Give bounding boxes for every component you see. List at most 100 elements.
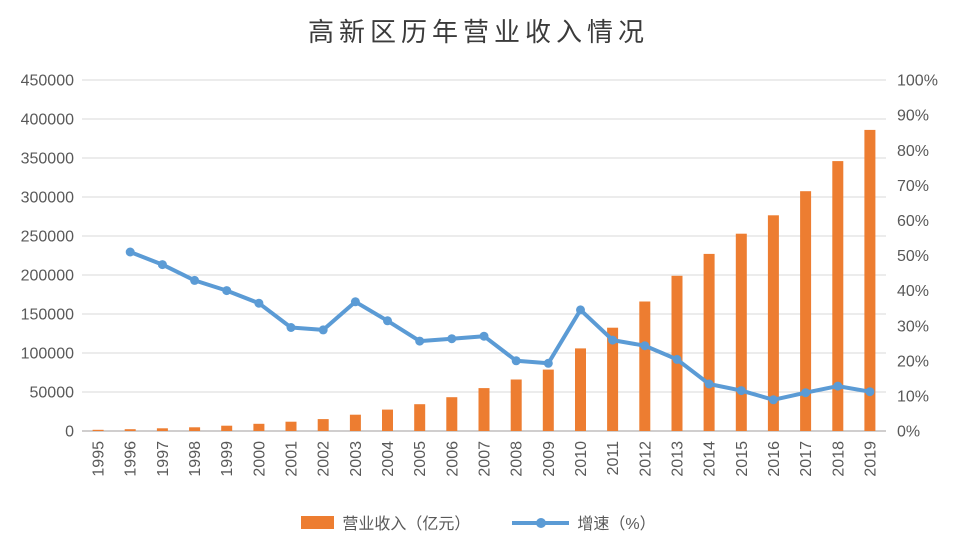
x-axis-tick: 1999 — [219, 441, 236, 477]
legend-label-growth: 增速（%） — [577, 516, 656, 533]
x-axis-tick: 2016 — [766, 441, 783, 477]
x-axis-tick: 2019 — [862, 441, 879, 477]
legend: 营业收入（亿元） 增速（%） — [0, 510, 957, 534]
bar — [317, 419, 329, 431]
growth-point — [704, 379, 714, 389]
bar — [253, 423, 265, 431]
growth-point — [222, 286, 232, 296]
right-axis-tick: 90% — [897, 108, 929, 125]
x-axis-tick: 2008 — [509, 441, 526, 477]
bar — [575, 348, 586, 431]
right-axis-tick: 60% — [897, 213, 929, 230]
left-axis-tick: 450000 — [21, 73, 74, 90]
x-axis-tick: 2002 — [316, 441, 333, 477]
x-axis-tick: 2004 — [380, 441, 397, 477]
right-axis-tick: 30% — [897, 318, 929, 335]
bar — [156, 428, 168, 431]
x-axis-tick: 1996 — [123, 441, 140, 477]
bar — [800, 191, 812, 431]
bar — [671, 275, 683, 431]
x-axis-tick: 2012 — [637, 441, 654, 477]
left-axis-tick: 300000 — [21, 190, 74, 207]
growth-point — [447, 334, 457, 344]
growth-point — [383, 316, 392, 326]
left-axis-tick: 100000 — [21, 346, 74, 363]
bar — [382, 409, 393, 431]
growth-point — [672, 354, 682, 364]
bar — [607, 327, 619, 431]
x-axis-tick: 2013 — [670, 441, 687, 477]
growth-point — [833, 381, 843, 391]
bar — [124, 429, 136, 431]
x-axis-tick: 1998 — [187, 441, 204, 477]
growth-point — [286, 323, 296, 332]
growth-point — [254, 298, 264, 308]
right-axis-tick: 80% — [897, 143, 929, 160]
bar — [864, 129, 876, 431]
growth-point — [736, 386, 746, 396]
growth-line — [128, 250, 872, 402]
x-axis-tick: 2006 — [444, 441, 461, 477]
left-axis-tick: 250000 — [21, 229, 74, 246]
x-axis-tick: 2000 — [251, 441, 268, 477]
x-axis-tick: 2003 — [348, 441, 365, 477]
x-axis-tick: 2014 — [702, 441, 719, 477]
right-axis-tick: 10% — [897, 389, 929, 406]
growth-point — [608, 335, 618, 345]
plot-area: 0 50000 100000 150000 200000 250000 300000 3500… — [21, 73, 938, 477]
bar — [414, 404, 426, 431]
bar — [446, 397, 458, 431]
x-axis-tick: 2017 — [798, 441, 815, 477]
growth-point — [415, 336, 425, 346]
bar-series-swatch — [301, 515, 335, 529]
right-axis-tick: 0% — [897, 424, 920, 441]
legend-label-revenue: 营业收入（亿元） — [342, 516, 471, 533]
left-axis-tick: 0 — [65, 424, 74, 441]
x-axis-tick: 2018 — [830, 441, 847, 477]
bar — [510, 379, 522, 431]
bar — [221, 425, 233, 431]
x-axis-tick: 2001 — [284, 441, 301, 477]
left-axis-tick: 350000 — [21, 151, 74, 168]
legend-item-revenue: 营业收入（亿元） — [301, 510, 470, 534]
x-axis-tick: 2010 — [573, 441, 590, 477]
right-axis-tick: 50% — [897, 248, 929, 265]
left-axis-tick: 150000 — [21, 307, 74, 324]
chart-title: 高新区历年营业收入情况 — [307, 18, 649, 48]
bar — [349, 414, 361, 431]
growth-point — [543, 358, 553, 368]
growth-point — [157, 260, 167, 270]
bar — [285, 421, 297, 431]
line-swatch-dot — [536, 517, 547, 528]
growth-point — [865, 387, 875, 397]
growth-point — [576, 305, 585, 315]
growth-point — [479, 331, 489, 341]
growth-point — [640, 341, 650, 351]
left-axis-tick: 400000 — [21, 112, 74, 129]
growth-point — [801, 388, 811, 398]
bar — [767, 215, 779, 431]
growth-point — [768, 395, 778, 405]
x-axis-tick: 1997 — [155, 441, 172, 477]
x-axis-tick: 2009 — [541, 441, 558, 477]
x-axis-tick: 2005 — [412, 441, 429, 477]
right-axis-tick: 40% — [897, 283, 929, 300]
growth-point — [350, 297, 360, 307]
bar — [639, 301, 651, 431]
bar — [189, 427, 201, 431]
bar — [542, 369, 554, 431]
right-axis-tick: 20% — [897, 353, 929, 370]
left-axis-tick: 200000 — [21, 268, 74, 285]
left-axis-tick: 50000 — [30, 385, 75, 402]
x-axis-tick: 2007 — [477, 441, 494, 477]
bar — [478, 388, 490, 431]
x-axis-tick: 1995 — [91, 441, 108, 477]
right-axis-tick: 70% — [897, 178, 929, 195]
growth-point — [125, 247, 135, 257]
bar — [735, 233, 747, 431]
right-axis-tick: 100% — [897, 73, 938, 90]
bar — [92, 429, 104, 431]
line-series-swatch — [512, 516, 570, 529]
growth-point — [318, 325, 328, 335]
